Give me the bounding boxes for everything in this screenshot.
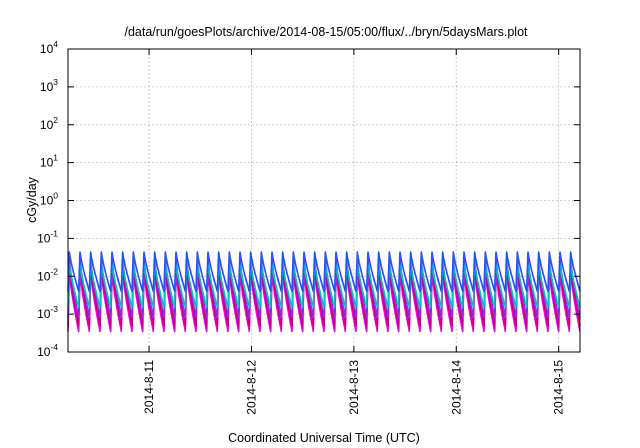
y-tick-label: 101 — [40, 153, 58, 170]
x-tick-label: 2014-8-12 — [244, 360, 258, 415]
x-tick-label: 2014-8-13 — [347, 360, 361, 415]
x-tick-label: 2014-8-15 — [552, 360, 566, 415]
y-tick-label: 10-2 — [37, 266, 58, 283]
y-tick-label: 103 — [40, 77, 58, 94]
y-tick-label: 10-1 — [37, 228, 58, 245]
x-tick-label: 2014-8-11 — [142, 360, 156, 414]
y-tick-label: 10-4 — [37, 342, 58, 359]
x-tick-label: 2014-8-14 — [449, 360, 463, 415]
series-line-2 — [67, 263, 581, 327]
series-line-5 — [67, 251, 581, 293]
y-tick-label: 102 — [40, 115, 58, 132]
series-group — [67, 251, 581, 333]
series-line-4 — [67, 263, 581, 309]
axis-ticks — [68, 48, 580, 353]
y-tick-label: 100 — [40, 191, 58, 208]
series-line-3 — [67, 258, 581, 319]
y-tick-label: 104 — [40, 39, 58, 56]
x-tick-labels: 2014-8-11 2014-8-12 2014-8-13 2014-8-14 2014… — [142, 360, 566, 415]
chart-title: /data/run/goesPlots/archive/2014-08-15/0… — [124, 25, 528, 39]
y-axis-label: cGy/day — [25, 176, 39, 223]
y-tick-label: 10-3 — [37, 304, 58, 321]
x-axis-label: Coordinated Universal Time (UTC) — [228, 431, 420, 445]
y-tick-labels: 10-4 10-3 10-2 10-1 100 101 102 103 104 — [37, 39, 58, 359]
series-line-1 — [67, 272, 581, 333]
